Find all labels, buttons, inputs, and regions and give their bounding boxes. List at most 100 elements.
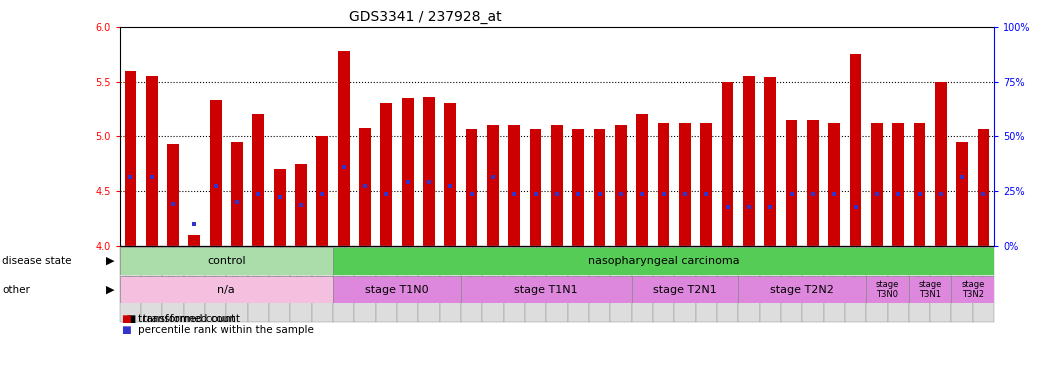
Bar: [909, 276, 951, 303]
Bar: [589, 246, 610, 323]
Bar: [418, 246, 439, 323]
Text: stage
T3N2: stage T3N2: [961, 280, 985, 299]
Bar: [764, 77, 777, 246]
Text: ▶: ▶: [106, 256, 115, 266]
Bar: [849, 54, 861, 246]
Bar: [547, 246, 567, 323]
Bar: [397, 246, 418, 323]
Bar: [610, 246, 632, 323]
Bar: [333, 246, 354, 323]
Bar: [376, 246, 397, 323]
Bar: [717, 246, 738, 323]
Text: ■  transformed count: ■ transformed count: [120, 314, 239, 324]
Bar: [183, 246, 205, 323]
Bar: [636, 114, 649, 246]
Bar: [337, 51, 350, 246]
Bar: [333, 247, 994, 275]
Bar: [248, 246, 269, 323]
Bar: [439, 246, 461, 323]
Text: stage
T3N1: stage T3N1: [918, 280, 942, 299]
Bar: [914, 123, 925, 246]
Bar: [530, 129, 541, 246]
Bar: [461, 246, 482, 323]
Bar: [120, 247, 333, 275]
Bar: [445, 104, 456, 246]
Bar: [402, 98, 413, 246]
Text: ▶: ▶: [106, 285, 115, 295]
Bar: [760, 246, 781, 323]
Bar: [977, 129, 989, 246]
Text: stage T2N2: stage T2N2: [770, 285, 834, 295]
Bar: [781, 246, 803, 323]
Bar: [632, 246, 653, 323]
Text: other: other: [2, 285, 30, 295]
Bar: [909, 246, 931, 323]
Bar: [231, 142, 243, 246]
Bar: [162, 246, 183, 323]
Bar: [551, 126, 563, 246]
Bar: [359, 127, 371, 246]
Bar: [354, 246, 376, 323]
Bar: [829, 123, 840, 246]
Text: stage T1N1: stage T1N1: [514, 285, 578, 295]
Bar: [226, 246, 248, 323]
Bar: [269, 246, 290, 323]
Text: stage T2N1: stage T2N1: [653, 285, 717, 295]
Bar: [380, 104, 392, 246]
Bar: [866, 246, 888, 323]
Bar: [807, 120, 818, 246]
Text: stage
T3N0: stage T3N0: [875, 280, 899, 299]
Bar: [482, 246, 504, 323]
Text: disease state: disease state: [2, 256, 72, 266]
Bar: [423, 97, 435, 246]
Bar: [316, 136, 328, 246]
Bar: [290, 246, 311, 323]
Bar: [743, 76, 755, 246]
Bar: [504, 246, 525, 323]
Bar: [679, 123, 691, 246]
Bar: [274, 169, 285, 246]
Bar: [125, 71, 136, 246]
Bar: [823, 246, 845, 323]
Bar: [120, 246, 141, 323]
Bar: [803, 246, 823, 323]
Bar: [951, 276, 994, 303]
Bar: [675, 246, 695, 323]
Bar: [333, 276, 461, 303]
Bar: [567, 246, 589, 323]
Bar: [205, 246, 226, 323]
Bar: [695, 246, 717, 323]
Bar: [738, 276, 866, 303]
Text: percentile rank within the sample: percentile rank within the sample: [138, 325, 314, 335]
Bar: [973, 246, 994, 323]
Bar: [935, 82, 946, 246]
Bar: [845, 246, 866, 323]
Bar: [738, 246, 760, 323]
Text: nasopharyngeal carcinoma: nasopharyngeal carcinoma: [588, 256, 739, 266]
Bar: [888, 246, 909, 323]
Bar: [786, 120, 797, 246]
Bar: [951, 246, 973, 323]
Bar: [188, 235, 200, 246]
Bar: [168, 144, 179, 246]
Text: transformed count: transformed count: [138, 314, 235, 324]
Bar: [957, 142, 968, 246]
Bar: [465, 129, 478, 246]
Bar: [892, 123, 904, 246]
Bar: [146, 76, 157, 246]
Bar: [931, 246, 951, 323]
Bar: [653, 246, 675, 323]
Bar: [210, 100, 222, 246]
Text: control: control: [207, 256, 246, 266]
Bar: [632, 276, 738, 303]
Bar: [311, 246, 333, 323]
Text: GDS3341 / 237928_at: GDS3341 / 237928_at: [350, 10, 502, 23]
Bar: [721, 82, 734, 246]
Bar: [593, 129, 606, 246]
Text: n/a: n/a: [218, 285, 235, 295]
Bar: [658, 123, 669, 246]
Bar: [296, 164, 307, 246]
Bar: [525, 246, 547, 323]
Text: ■: ■: [121, 325, 130, 335]
Bar: [871, 123, 883, 246]
